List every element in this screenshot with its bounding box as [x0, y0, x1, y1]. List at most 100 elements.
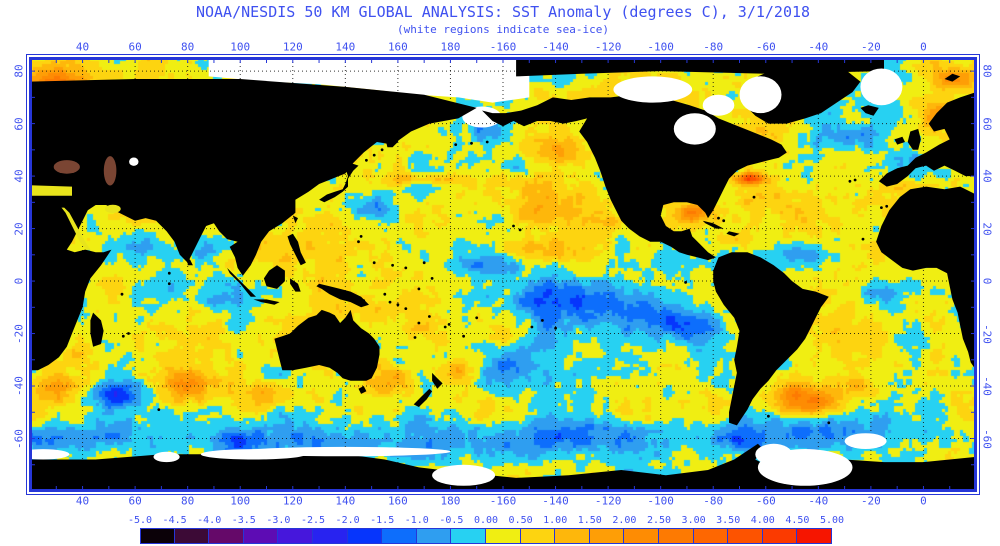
- colorbar-tick-label: -3.5: [231, 515, 256, 526]
- island-dot: [512, 224, 515, 228]
- island-dot: [362, 299, 366, 303]
- bottom-axis-label: 0: [920, 494, 927, 508]
- colorbar: [140, 528, 832, 544]
- left-axis-label: -60: [12, 428, 26, 449]
- weddell-tongue-ice: [755, 443, 793, 465]
- colorbar-cell: [140, 528, 175, 544]
- land-hispaniola: [726, 231, 740, 237]
- island-dot: [388, 300, 392, 304]
- island-dot: [827, 421, 831, 425]
- island-dot: [541, 319, 544, 322]
- arctic-ice-cap: [208, 58, 530, 103]
- bottom-axis-label: 100: [230, 494, 251, 508]
- colorbar-cell: [209, 528, 244, 544]
- land-australia: [274, 309, 380, 381]
- island-dot: [372, 261, 376, 265]
- island-dot: [530, 325, 534, 329]
- colorbar-cell: [312, 528, 348, 544]
- top-axis-label: -20: [860, 40, 881, 54]
- baffin-bay-ice: [739, 76, 782, 114]
- map-frame-inner: [29, 57, 977, 492]
- colorbar-cell: [485, 528, 521, 544]
- bottom-axis-label: 120: [282, 494, 303, 508]
- red-sea: [61, 207, 91, 250]
- island-dot: [372, 153, 376, 157]
- right-axis-label: 40: [980, 169, 994, 183]
- land-java: [253, 299, 280, 305]
- top-axis-label: 0: [920, 40, 927, 54]
- land-south-america: [713, 252, 829, 426]
- colorbar-tick-label: 2.50: [646, 515, 672, 526]
- island-dot: [684, 281, 687, 284]
- island-dot: [120, 292, 124, 296]
- island-dot: [880, 206, 883, 210]
- land-madagascar: [90, 312, 104, 347]
- land-sakhalin: [348, 139, 359, 161]
- island-dot: [861, 237, 865, 241]
- top-axis-label: -80: [703, 40, 724, 54]
- colorbar-tick-label: 2.00: [612, 515, 637, 526]
- colorbar-cell: [382, 528, 417, 544]
- colorbar-tick-label: 0.50: [508, 515, 533, 526]
- colorbar-tick-label: -0.5: [439, 515, 464, 526]
- foxe-basin-ice: [702, 94, 735, 116]
- island-dot: [518, 228, 522, 232]
- colorbar-tick-label: -4.5: [162, 515, 187, 526]
- colorbar-cell: [520, 528, 556, 544]
- top-axis-label: -160: [489, 40, 517, 54]
- island-dot: [462, 334, 465, 338]
- colorbar-cell: [174, 528, 210, 544]
- colorbar-tick-label: 4.50: [785, 515, 810, 526]
- island-dot: [359, 235, 363, 238]
- colorbar-tick-label: 4.00: [750, 515, 775, 526]
- bottom-axis-label: -160: [489, 494, 517, 508]
- island-dot: [365, 158, 368, 162]
- land-new-guinea: [316, 283, 369, 308]
- left-axis-label: -40: [12, 376, 26, 396]
- bottom-axis-label: 60: [128, 494, 142, 508]
- island-dot: [554, 326, 557, 330]
- island-dot: [380, 148, 384, 152]
- top-axis-label: -60: [755, 40, 776, 54]
- land-africa-west: [876, 186, 976, 371]
- island-dot: [357, 240, 360, 244]
- island-dot: [717, 216, 720, 220]
- bottom-axis-label: -60: [755, 494, 776, 508]
- land-great-britain: [907, 128, 921, 150]
- island-dot: [391, 263, 394, 267]
- island-dot: [167, 282, 171, 286]
- colorbar-tick-label: -2.5: [300, 515, 326, 526]
- antarctic-fringe-2: [200, 449, 306, 460]
- colorbar-tick-label: -1.5: [370, 515, 395, 526]
- land-japan: [319, 163, 359, 203]
- page-subtitle: (white regions indicate sea-ice): [397, 23, 609, 36]
- colorbar-tick-label: 0.00: [473, 515, 499, 526]
- island-dot: [722, 219, 726, 223]
- top-axis-label: -100: [647, 40, 674, 54]
- colorbar-tick-label: 1.00: [543, 515, 568, 526]
- land-europe: [878, 92, 976, 187]
- colorbar-cell: [555, 528, 590, 544]
- island-dot: [767, 414, 770, 418]
- colorbar-cell: [797, 528, 832, 544]
- top-axis-label: 60: [128, 40, 142, 54]
- land-kamchatka: [384, 121, 401, 148]
- island-dot: [404, 266, 408, 270]
- persian-gulf: [104, 204, 121, 214]
- colorbar-cell: [762, 528, 798, 544]
- land-iceland: [860, 105, 879, 116]
- island-dot: [422, 261, 426, 265]
- land-eurasia-africa: [30, 79, 477, 371]
- hudson-bay-ice: [673, 113, 716, 145]
- land-philippines: [287, 233, 306, 266]
- antarctic-fringe-3: [30, 449, 70, 460]
- black-sea: [53, 160, 80, 174]
- amery-ice: [153, 451, 180, 463]
- land-borneo: [263, 265, 285, 289]
- colorbar-tick-label: 5.00: [819, 515, 845, 526]
- left-axis-label: 60: [12, 116, 26, 131]
- right-axis-label: -60: [980, 428, 994, 449]
- caspian-sea: [103, 156, 117, 186]
- island-dot: [485, 140, 489, 144]
